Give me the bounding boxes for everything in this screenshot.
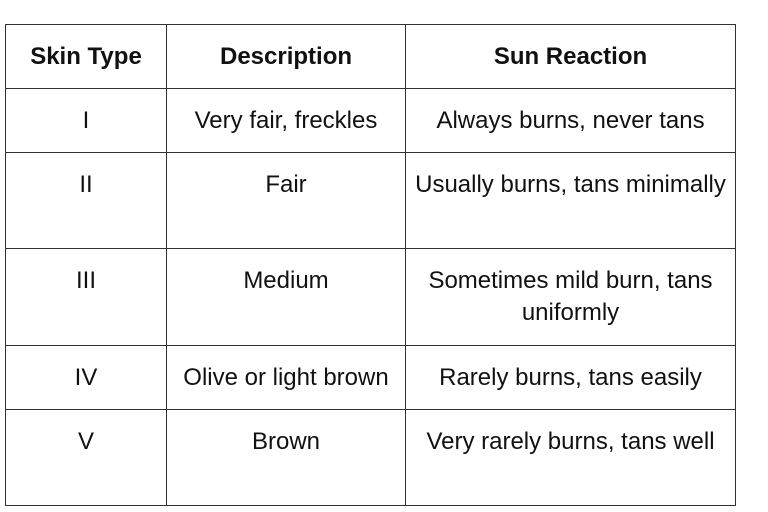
table-cell: Very fair, freckles [166,88,406,153]
table-cell: V [5,409,167,506]
table-cell: Usually burns, tans minimally [405,152,736,249]
table-cell: III [5,248,167,346]
header-cell: Sun Reaction [405,24,736,89]
table-cell: Always burns, never tans [405,88,736,153]
header-row: Skin Type Description Sun Reaction [5,24,736,89]
header-cell: Description [166,24,406,89]
table-cell: I [5,88,167,153]
table-row: II Fair Usually burns, tans minimally [5,152,736,249]
table-cell: IV [5,345,167,410]
table-cell: II [5,152,167,249]
table-cell: Sometimes mild burn, tans uniformly [405,248,736,346]
table-row: IV Olive or light brown Rarely burns, tans… [5,345,736,410]
skin-type-table: Skin Type Description Sun Reaction I Very f… [5,24,736,506]
table-cell: Medium [166,248,406,346]
table-cell: Brown [166,409,406,506]
table-cell: Very rarely burns, tans well [405,409,736,506]
header-cell: Skin Type [5,24,167,89]
table-row: V Brown Very rarely burns, tans well [5,409,736,506]
table-cell: Fair [166,152,406,249]
table-row: I Very fair, freckles Always burns, never … [5,88,736,153]
table-cell: Rarely burns, tans easily [405,345,736,410]
table-cell: Olive or light brown [166,345,406,410]
table-row: III Medium Sometimes mild burn, tans unifo… [5,248,736,346]
